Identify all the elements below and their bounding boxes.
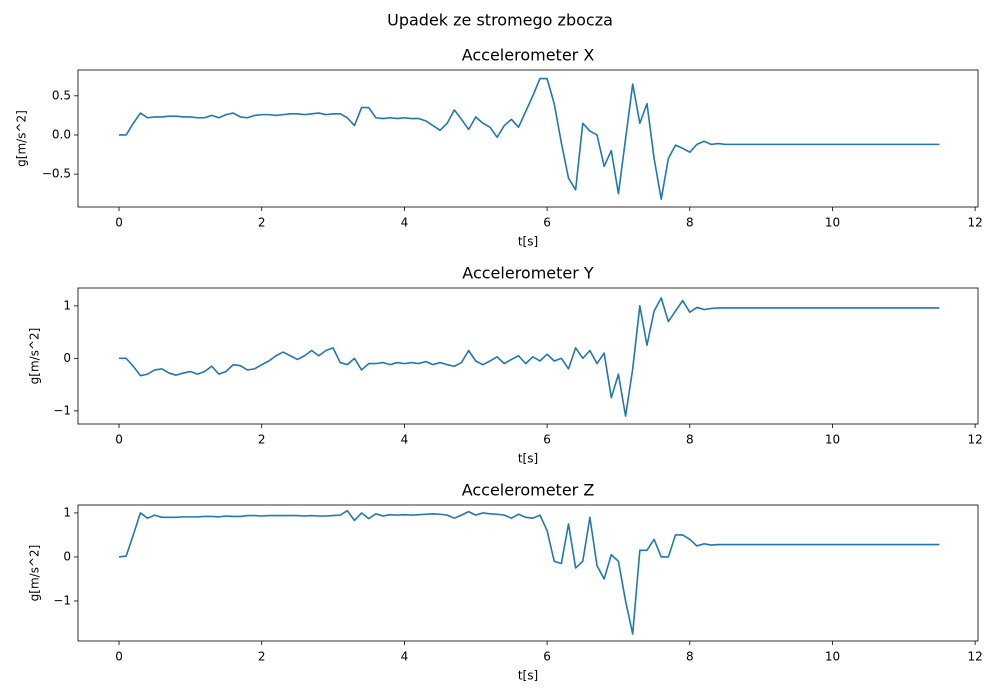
x-tick-label: 6 bbox=[543, 650, 551, 664]
x-tick-label: 4 bbox=[401, 650, 409, 664]
y-tick-label: 0 bbox=[63, 549, 71, 563]
axes-title: Accelerometer Y bbox=[462, 264, 594, 283]
axes-frame bbox=[77, 69, 979, 208]
x-tick-label: 12 bbox=[968, 433, 983, 447]
x-tick-label: 4 bbox=[401, 216, 409, 230]
data-line bbox=[118, 509, 940, 635]
data-line bbox=[119, 297, 940, 417]
axes-frame bbox=[77, 504, 979, 642]
x-tick-label: 0 bbox=[115, 216, 123, 230]
x-tick-label: 2 bbox=[258, 216, 266, 230]
x-tick-label: 10 bbox=[825, 433, 840, 447]
axes-title: Accelerometer Z bbox=[462, 481, 595, 500]
x-tick-label: 10 bbox=[825, 216, 840, 230]
x-tick-label: 8 bbox=[686, 216, 694, 230]
x-tick-label: 0 bbox=[115, 433, 123, 447]
x-axis-label: t[s] bbox=[518, 235, 538, 249]
x-tick-label: 12 bbox=[968, 216, 983, 230]
x-tick-label: 10 bbox=[825, 650, 840, 664]
y-tick-label: −0.5 bbox=[42, 167, 71, 181]
y-axis-label: g[m/s^2] bbox=[15, 110, 29, 167]
y-axis-label: g[m/s^2] bbox=[28, 545, 42, 602]
x-tick-label: 12 bbox=[968, 650, 983, 664]
y-axis-label: g[m/s^2] bbox=[28, 328, 42, 385]
y-tick-label: −1 bbox=[53, 403, 71, 417]
axes-frame bbox=[77, 287, 979, 425]
y-tick-label: 1 bbox=[63, 505, 71, 519]
data-line bbox=[119, 77, 940, 200]
x-axis-label: t[s] bbox=[518, 452, 538, 466]
x-tick-label: 2 bbox=[258, 650, 266, 664]
y-tick-label: −1 bbox=[53, 593, 71, 607]
x-axis-label: t[s] bbox=[518, 669, 538, 683]
figure-title: Upadek ze stromego zbocza bbox=[387, 11, 613, 30]
y-tick-label: 1 bbox=[63, 298, 71, 312]
axes-title: Accelerometer X bbox=[462, 46, 595, 65]
x-tick-label: 4 bbox=[401, 433, 409, 447]
x-tick-label: 6 bbox=[543, 433, 551, 447]
y-tick-label: 0.0 bbox=[52, 127, 71, 141]
x-tick-label: 8 bbox=[686, 650, 694, 664]
x-tick-label: 8 bbox=[686, 433, 694, 447]
y-tick-label: 0.5 bbox=[52, 88, 71, 102]
x-tick-label: 0 bbox=[115, 650, 123, 664]
x-tick-label: 2 bbox=[258, 433, 266, 447]
x-tick-label: 6 bbox=[543, 216, 551, 230]
y-tick-label: 0 bbox=[63, 351, 71, 365]
